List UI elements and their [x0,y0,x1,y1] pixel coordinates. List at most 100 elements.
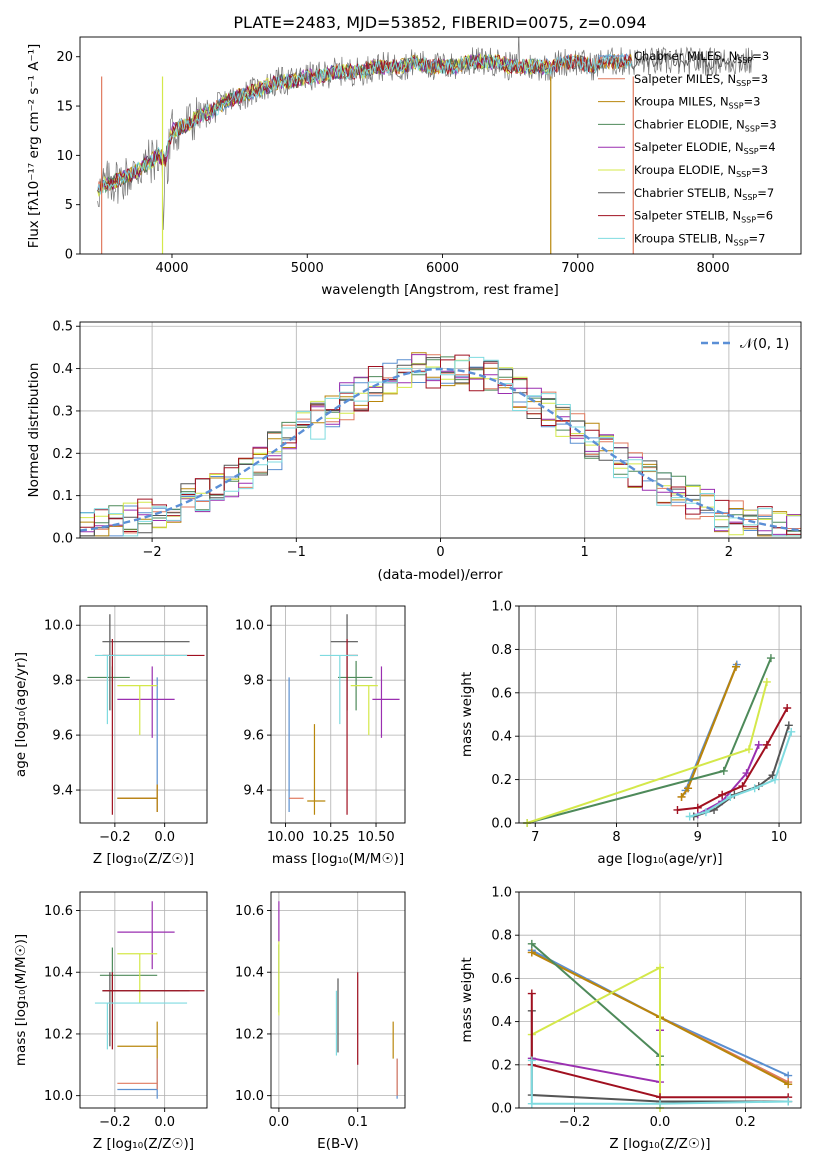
mass-age-errorbars [288,614,400,815]
mass-age-xtick-label: 10.00 [267,830,304,845]
age-weight-ytick-label: 0.0 [491,817,512,832]
weight-series-line [531,943,661,1065]
weight-series-line [530,1060,789,1105]
age-weight-xtick-label: 8 [612,830,620,845]
legend-entry-label: Chabrier ELODIE, NSSP=3 [634,117,777,133]
weight-point-marker [768,771,777,780]
age-weight-ytick-label: 0.8 [491,643,512,658]
spectrum-ylabel: Flux [fλ10⁻¹⁷ erg cm⁻² s⁻¹ A⁻¹] [26,44,42,249]
z-mass-ytick-label: 10.0 [44,1089,73,1104]
z-weight-ytick-label: 0.2 [491,1058,512,1073]
weight-point-marker [784,721,793,730]
legend-entry-label: Salpeter MILES, NSSP=3 [634,72,768,88]
z-age-ytick-label: 9.6 [52,729,73,744]
ebv-mass-xtick-label: 0.1 [347,1115,368,1130]
weight-point-marker [750,784,759,793]
residuals-ytick-label: 0.4 [52,362,73,377]
ebv-mass-ytick-label: 10.4 [235,966,264,981]
z-mass-xlabel: Z [log₁₀(Z/Z☉)] [93,1136,194,1152]
z-weight-ytick-label: 0.6 [491,972,512,987]
spectrum-ytick-label: 10 [56,149,73,164]
weight-point-marker [527,989,536,998]
weight-point-marker [656,963,664,972]
spectrum-xlabel: wavelength [Angstrom, rest frame] [321,282,559,298]
ebv-mass-xtick-label: 0.0 [269,1115,290,1130]
legend-count: =4 [759,140,776,154]
weight-series-line [697,744,760,816]
legend-name: Salpeter ELODIE, N [634,140,744,154]
z-weight-ytick-label: 0.4 [491,1015,512,1030]
residuals-ytick-label: 0.0 [52,532,73,547]
age-weight-ytick-label: 1.0 [491,600,512,615]
legend-name: Kroupa MILES, N [634,95,729,109]
mass-age-ytick-label: 9.6 [243,729,264,744]
weight-point-marker [684,784,693,793]
z-weight-xtick-label: 0.0 [650,1115,671,1130]
weight-point-marker [673,805,682,814]
legend-subscript: SSP [745,124,760,133]
ebv-mass-errorbars [278,901,398,1099]
spectrum-lines [97,37,755,254]
normal-reference-curve [80,367,801,532]
weight-series-line [531,965,661,1108]
spectrum-ytick-label: 15 [56,100,73,115]
legend-count: =3 [751,72,768,86]
legend-name: Chabrier MILES, N [634,49,737,63]
age-weight-xtick-label: 7 [531,830,539,845]
age-weight-ylabel: mass weight [459,672,475,757]
mass-age-ytick-label: 9.4 [243,784,264,799]
weight-point-marker [527,948,536,957]
weight-point-marker [784,1097,793,1106]
residuals-ytick-label: 0.5 [52,320,73,335]
weight-series-line [530,993,789,1099]
mass-age-ytick-label: 10.0 [235,619,264,634]
weight-point-marker [726,792,735,801]
legend-subscript: SSP [734,238,749,247]
legend-name: Salpeter STELIB, N [634,209,741,223]
z-weight-frame [518,891,802,1109]
legend-name: Chabrier ELODIE, N [634,117,745,131]
mass-age-xtick-label: 10.50 [357,830,394,845]
ebv-mass-ytick-label: 10.6 [235,904,264,919]
mass-age-frame [270,605,406,824]
weight-point-marker [784,1080,793,1089]
spectrum-series-line [97,52,755,193]
residuals-xtick-label: −1 [287,545,306,560]
weight-point-marker [677,792,686,801]
weight-point-marker [762,677,771,686]
z-mass-xtick-label: −0.2 [99,1115,131,1130]
weight-point-marker [685,812,694,821]
spectrum-xtick-label: 8000 [697,261,730,276]
z-age-ytick-label: 9.4 [52,784,73,799]
age-weight-xtick-label: 10 [771,830,788,845]
z-weight-ytick-label: 1.0 [491,886,512,901]
z-weight-ytick-label: 0.8 [491,929,512,944]
ebv-mass-ytick-label: 10.2 [235,1027,264,1042]
legend-count: =3 [752,49,769,63]
age-weight-lines [523,654,796,827]
spectrum-ytick-label: 0 [65,248,73,263]
legend-name: Salpeter MILES, N [634,72,736,86]
legend-entry-label: Chabrier MILES, NSSP=3 [634,49,769,65]
mass-age-xlabel: mass [log₁₀(M/M☉)] [272,851,404,867]
legend-name: Chabrier STELIB, N [634,186,742,200]
legend-subscript: SSP [736,170,751,179]
ebv-mass-frame [270,891,406,1109]
z-weight-ytick-label: 0.0 [491,1102,512,1117]
weight-point-marker [527,1056,536,1065]
legend-entry-label: Salpeter ELODIE, NSSP=4 [634,140,776,156]
legend-entry-label: Kroupa MILES, NSSP=3 [634,95,760,111]
weight-point-marker [693,803,702,812]
z-weight-xlabel: Z [log₁₀(Z/Z☉)] [609,1136,710,1152]
weight-point-marker [770,775,779,784]
weight-point-marker [744,745,753,754]
residuals-xtick-label: −2 [143,545,162,560]
weight-point-marker [731,662,740,671]
weight-point-marker [783,703,792,712]
legend-count: =7 [749,231,766,245]
spectrum-xtick-label: 6000 [426,261,459,276]
z-mass-ytick-label: 10.6 [44,904,73,919]
legend-count: =3 [760,117,777,131]
age-weight-xlabel: age [log₁₀(age/yr)] [597,851,722,867]
z-mass-frame [79,891,208,1109]
